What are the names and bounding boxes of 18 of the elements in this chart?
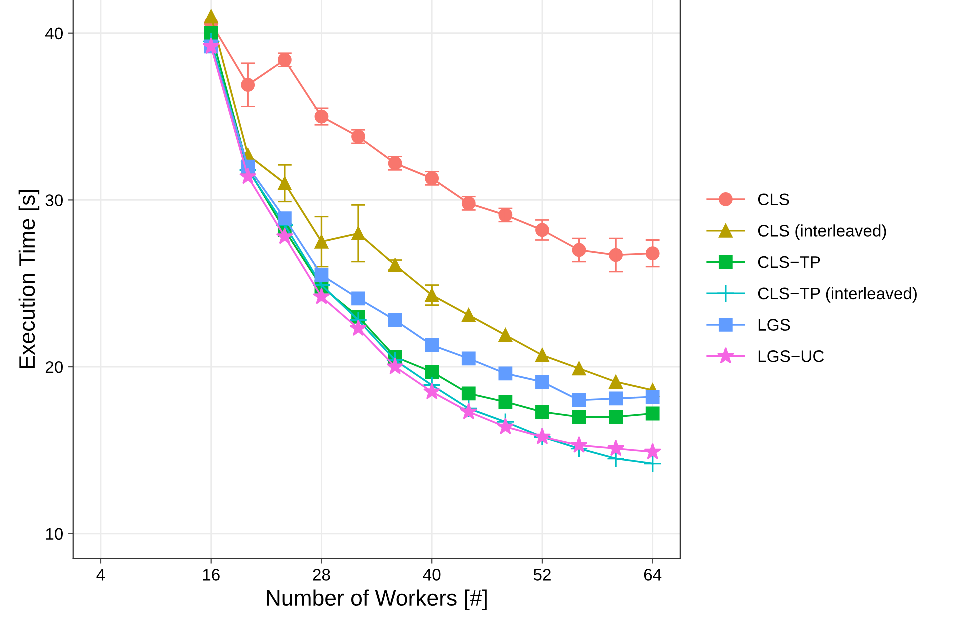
y-tick-label: 20: [46, 361, 64, 374]
y-tick-label: 40: [46, 28, 64, 40]
x-tick-label: 4: [96, 569, 106, 581]
legend-label: LGS−UC: [758, 350, 824, 362]
x-tick-label: 64: [644, 569, 662, 581]
x-axis-title: Number of Workers [#]: [267, 590, 487, 610]
x-tick-label: 28: [313, 569, 330, 581]
y-axis-title: Execution Time [s]: [18, 190, 40, 368]
y-tick-label: 10: [46, 528, 64, 540]
y-tick-label: 30: [46, 194, 64, 206]
x-tick-label: 40: [423, 569, 441, 581]
legend-label: LGS: [758, 319, 790, 331]
x-tick-label: 16: [203, 569, 220, 581]
x-tick-label: 52: [534, 569, 551, 581]
legend-label: CLS: [758, 194, 790, 206]
legend-label: CLS (interleaved): [758, 224, 886, 240]
legend-label: CLS−TP (interleaved): [758, 287, 917, 303]
legend-label: CLS−TP: [758, 256, 820, 268]
